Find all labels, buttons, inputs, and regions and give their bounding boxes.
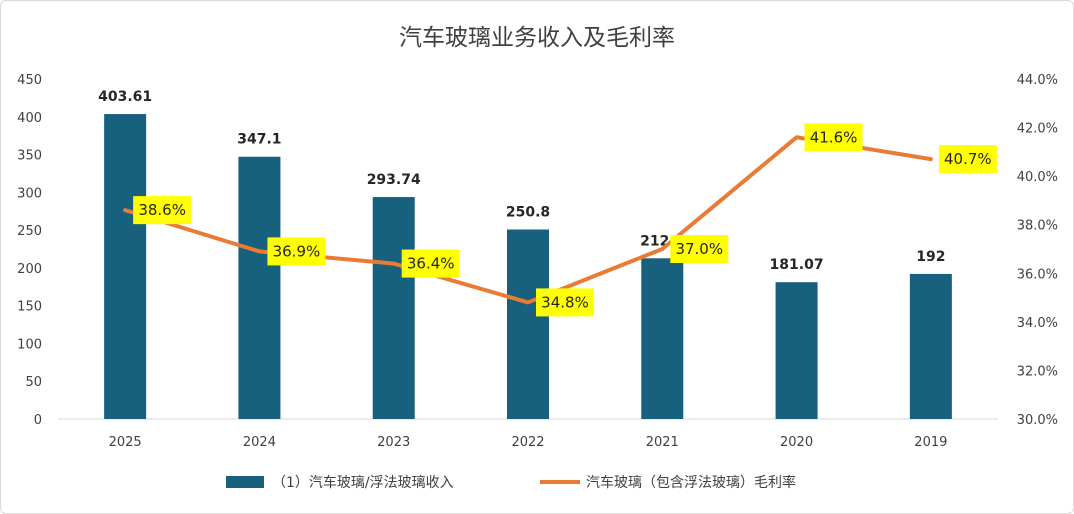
- rate-data-label: 41.6%: [810, 128, 858, 146]
- bar-series: [104, 114, 952, 419]
- bar-data-label: 293.74: [367, 172, 421, 188]
- left-tick-label: 150: [17, 300, 42, 315]
- x-tick-label: 2019: [914, 435, 947, 450]
- bar: [909, 273, 952, 419]
- rate-line: [123, 135, 933, 305]
- bar-data-label: 250.8: [506, 205, 550, 221]
- legend: （1）汽车玻璃/浮法玻璃收入 汽车玻璃（包含浮法玻璃）毛利率: [226, 474, 796, 491]
- left-tick-label: 400: [17, 111, 42, 126]
- x-tick-label: 2022: [511, 435, 544, 450]
- left-axis: 0 50 100 150 200 250 300 350 400 450: [17, 73, 42, 428]
- right-tick-label: 36.0%: [1017, 267, 1058, 282]
- bar-data-label: 181.07: [770, 257, 824, 273]
- rate-label-box: [401, 249, 460, 278]
- rate-data-label: 40.7%: [944, 150, 992, 168]
- bar-data-label: 192: [916, 249, 945, 265]
- chart-title: 汽车玻璃业务收入及毛利率: [399, 25, 675, 51]
- rate-data-label: 37.0%: [675, 240, 723, 258]
- bar-data-label: 347.1: [237, 132, 281, 148]
- rate-data-label: 38.6%: [138, 201, 186, 219]
- x-tick-label: 2021: [646, 435, 679, 450]
- left-tick-label: 350: [17, 149, 42, 164]
- legend-line-label: 汽车玻璃（包含浮法玻璃）毛利率: [586, 474, 796, 491]
- right-axis: 30.0% 32.0% 34.0% 36.0% 38.0% 40.0% 42.0% 44.0%: [1017, 73, 1058, 428]
- rate-data-labels: 38.6% 36.9% 36.4% 34.8% 37.0% 41.6% 40.7%: [133, 123, 997, 317]
- legend-bar-swatch: [226, 476, 264, 488]
- right-tick-label: 42.0%: [1017, 122, 1058, 137]
- bar-data-label: 403.61: [98, 89, 152, 105]
- left-tick-label: 300: [17, 186, 42, 201]
- rate-label-box: [267, 237, 326, 266]
- left-tick-label: 200: [17, 262, 42, 277]
- rate-label-box: [670, 235, 729, 263]
- rate-data-label: 36.9%: [273, 242, 321, 260]
- bar: [507, 229, 549, 419]
- x-tick-label: 2024: [243, 435, 276, 450]
- x-axis: 2025 2024 2023 2022 2021 2020 2019: [109, 435, 948, 450]
- bar: [104, 114, 147, 419]
- left-tick-label: 100: [17, 337, 42, 352]
- rate-label-box: [536, 288, 594, 317]
- x-tick-label: 2020: [780, 435, 813, 450]
- right-tick-label: 32.0%: [1017, 364, 1058, 379]
- bar: [372, 197, 415, 419]
- rate-label-box: [133, 196, 192, 225]
- bar: [775, 282, 818, 419]
- left-tick-label: 50: [25, 375, 42, 390]
- left-tick-label: 0: [34, 413, 42, 428]
- rate-label-box: [804, 123, 863, 152]
- left-tick-label: 250: [17, 224, 42, 239]
- right-tick-label: 40.0%: [1017, 170, 1058, 185]
- rate-label-box: [938, 145, 997, 174]
- left-tick-label: 450: [17, 73, 42, 88]
- bar: [641, 258, 684, 419]
- x-tick-label: 2023: [377, 435, 410, 450]
- rate-data-label: 36.4%: [407, 255, 455, 273]
- right-tick-label: 44.0%: [1017, 73, 1058, 88]
- right-tick-label: 30.0%: [1017, 413, 1058, 428]
- rate-data-label: 34.8%: [541, 293, 589, 311]
- legend-bar-label: （1）汽车玻璃/浮法玻璃收入: [272, 474, 454, 491]
- bar: [238, 156, 281, 419]
- right-tick-label: 38.0%: [1017, 219, 1058, 234]
- x-tick-label: 2025: [109, 435, 142, 450]
- right-tick-label: 34.0%: [1017, 316, 1058, 331]
